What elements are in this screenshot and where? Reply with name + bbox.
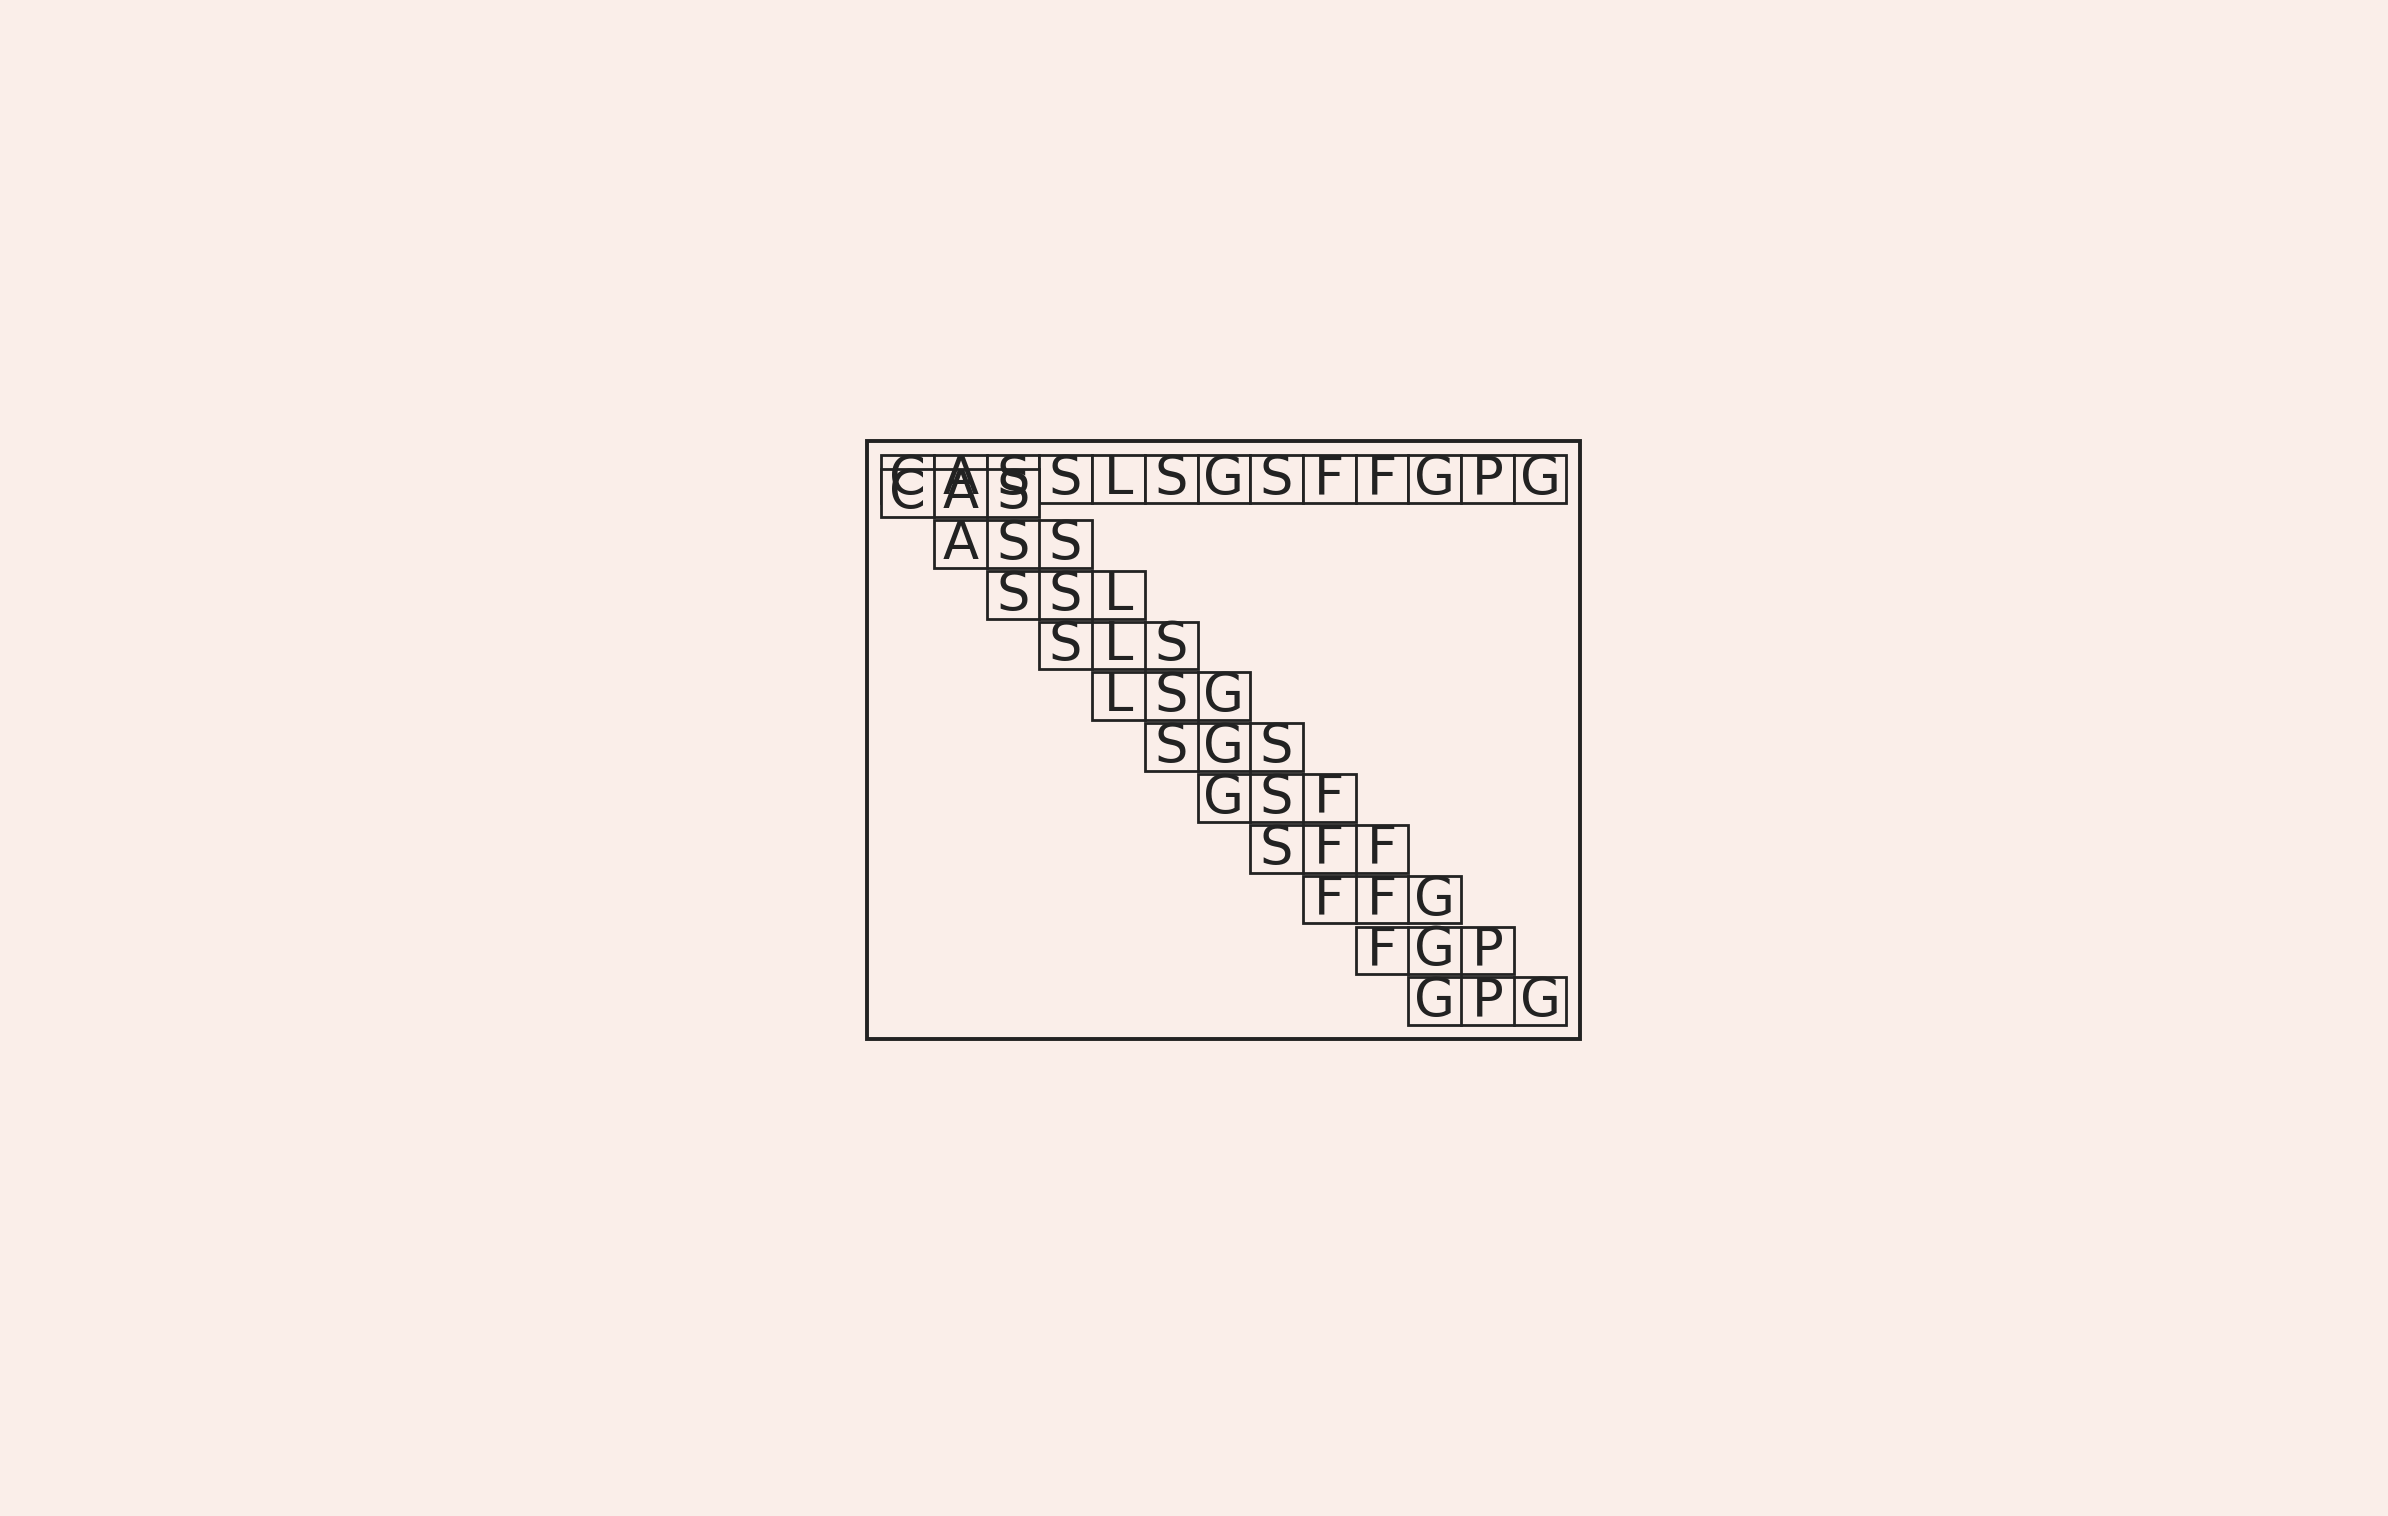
Bar (1196, 455, 1251, 503)
Text: G: G (1414, 453, 1454, 505)
Bar (1091, 455, 1144, 503)
Bar (1461, 455, 1514, 503)
Bar (1356, 926, 1514, 975)
Text: G: G (1414, 975, 1454, 1028)
Text: S: S (996, 568, 1029, 620)
Text: S: S (1153, 453, 1187, 505)
Bar (934, 520, 1091, 567)
Bar (881, 455, 934, 503)
Bar (986, 455, 1039, 503)
Text: C: C (888, 453, 927, 505)
Bar (1304, 455, 1356, 503)
Text: F: F (1313, 453, 1344, 505)
Bar (1039, 455, 1091, 503)
Text: F: F (1366, 453, 1397, 505)
Bar (1039, 622, 1196, 670)
Text: F: F (1313, 823, 1344, 875)
Text: S: S (1048, 568, 1082, 620)
Text: F: F (1313, 772, 1344, 823)
Bar (1356, 455, 1409, 503)
Text: F: F (1366, 823, 1397, 875)
Text: G: G (1204, 772, 1244, 823)
Text: S: S (1048, 518, 1082, 570)
Text: G: G (1414, 925, 1454, 976)
Text: S: S (1261, 453, 1294, 505)
Text: L: L (1103, 453, 1134, 505)
Text: C: C (888, 467, 927, 518)
Text: S: S (1153, 670, 1187, 722)
Text: G: G (1204, 670, 1244, 722)
Text: F: F (1366, 925, 1397, 976)
Bar (1409, 455, 1461, 503)
Text: F: F (1366, 873, 1397, 926)
Text: L: L (1103, 620, 1134, 672)
Text: S: S (1261, 823, 1294, 875)
Bar (1091, 673, 1251, 720)
Text: G: G (1204, 722, 1244, 773)
Text: S: S (1261, 722, 1294, 773)
Text: G: G (1414, 873, 1454, 926)
Text: A: A (943, 453, 979, 505)
Text: L: L (1103, 568, 1134, 620)
Bar (1144, 455, 1196, 503)
Bar (1514, 455, 1567, 503)
Text: S: S (1153, 620, 1187, 672)
Text: P: P (1471, 925, 1502, 976)
Bar (1304, 876, 1461, 923)
Bar (881, 468, 1039, 517)
Bar (1144, 723, 1304, 772)
Text: P: P (1471, 453, 1502, 505)
Bar (934, 455, 986, 503)
Text: L: L (1103, 670, 1134, 722)
Text: S: S (1048, 620, 1082, 672)
Text: S: S (1153, 722, 1187, 773)
Bar (1251, 825, 1409, 873)
Bar (867, 441, 1581, 1038)
Text: S: S (996, 518, 1029, 570)
Text: A: A (943, 518, 979, 570)
Text: A: A (943, 467, 979, 518)
Bar (1196, 775, 1356, 822)
Bar (1251, 455, 1304, 503)
Text: G: G (1519, 975, 1559, 1028)
Text: P: P (1471, 975, 1502, 1028)
Text: S: S (996, 467, 1029, 518)
Bar (986, 570, 1144, 619)
Text: S: S (1048, 453, 1082, 505)
Bar (1409, 978, 1567, 1025)
Text: G: G (1519, 453, 1559, 505)
Text: G: G (1204, 453, 1244, 505)
Text: S: S (996, 453, 1029, 505)
Text: F: F (1313, 873, 1344, 926)
Text: S: S (1261, 772, 1294, 823)
